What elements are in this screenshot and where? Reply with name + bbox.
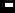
Line: HL-3590-41: HL-3590-41 xyxy=(0,0,15,13)
Text: FIG. 1: FIG. 1 xyxy=(0,0,15,13)
Line: Nafion ® 117: Nafion ® 117 xyxy=(0,0,15,13)
